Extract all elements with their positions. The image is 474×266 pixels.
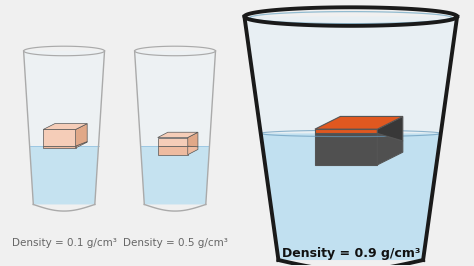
Polygon shape bbox=[188, 146, 198, 155]
Polygon shape bbox=[76, 142, 87, 148]
Polygon shape bbox=[43, 146, 76, 148]
Polygon shape bbox=[315, 117, 403, 129]
Text: Density = 0.9 g/cm³: Density = 0.9 g/cm³ bbox=[282, 247, 420, 260]
Polygon shape bbox=[158, 132, 198, 138]
Polygon shape bbox=[43, 130, 76, 146]
Polygon shape bbox=[24, 51, 105, 205]
Text: Density = 0.5 g/cm³: Density = 0.5 g/cm³ bbox=[123, 238, 228, 248]
Polygon shape bbox=[188, 132, 198, 147]
Polygon shape bbox=[158, 146, 188, 155]
Polygon shape bbox=[261, 134, 441, 260]
Polygon shape bbox=[158, 138, 188, 146]
Polygon shape bbox=[29, 146, 99, 205]
Polygon shape bbox=[135, 51, 216, 205]
Polygon shape bbox=[76, 124, 87, 146]
Polygon shape bbox=[43, 124, 87, 130]
Polygon shape bbox=[245, 16, 457, 260]
Polygon shape bbox=[141, 146, 210, 205]
Polygon shape bbox=[377, 117, 403, 141]
Polygon shape bbox=[377, 134, 403, 165]
Polygon shape bbox=[315, 129, 377, 134]
Text: Density = 0.1 g/cm³: Density = 0.1 g/cm³ bbox=[12, 238, 117, 248]
Polygon shape bbox=[315, 134, 377, 165]
